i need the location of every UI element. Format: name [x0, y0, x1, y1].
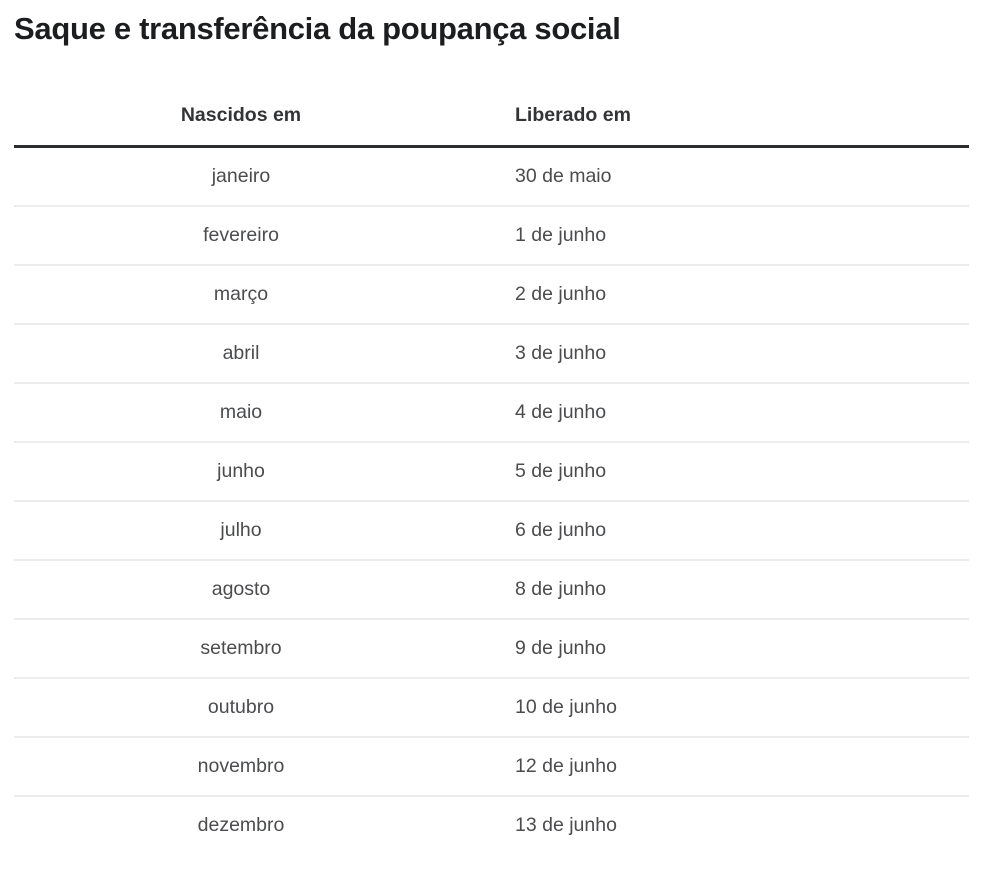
page: { "chart_data": { "type": "table", "titl…: [0, 10, 984, 877]
table-row: junho 5 de junho: [14, 443, 969, 502]
birth-month-cell: dezembro: [197, 813, 285, 836]
release-date-cell: 1 de junho: [468, 207, 969, 266]
page-title: Saque e transferência da poupança social: [14, 11, 621, 46]
birth-month-cell: abril: [14, 325, 468, 384]
table-row: setembro 9 de junho: [14, 620, 969, 679]
table-row: agosto 8 de junho: [14, 561, 969, 620]
release-date-cell: 13 de junho: [515, 813, 617, 836]
release-date-cell: 2 de junho: [468, 266, 969, 325]
column-header-release-date: Liberado em: [468, 49, 969, 148]
birth-month-cell: junho: [14, 443, 468, 502]
table-row: abril 3 de junho: [14, 325, 969, 384]
table-row: março 2 de junho: [14, 266, 969, 325]
birth-month-cell: março: [14, 266, 468, 325]
birth-month-cell: setembro: [14, 620, 468, 679]
release-date-cell: 3 de junho: [468, 325, 969, 384]
schedule-table: Nascidos em Liberado em janeiro 30 de mai…: [14, 49, 969, 854]
table-row: outubro 10 de junho: [14, 679, 969, 738]
birth-month-cell: julho: [14, 502, 468, 561]
table-row: julho 6 de junho: [14, 502, 969, 561]
birth-month-cell: agosto: [14, 561, 468, 620]
birth-month-cell: janeiro: [14, 148, 468, 207]
table-row: dezembro 13 de junho: [14, 797, 969, 854]
release-date-cell: 12 de junho: [468, 738, 969, 797]
release-date-cell: 8 de junho: [468, 561, 969, 620]
release-date-cell: 4 de junho: [468, 384, 969, 443]
column-header-birth-month: Nascidos em: [14, 49, 468, 148]
release-date-cell: 6 de junho: [468, 502, 969, 561]
table-body: janeiro 30 de maio fevereiro 1 de junho març…: [14, 148, 969, 854]
birth-month-cell: novembro: [14, 738, 468, 797]
release-date-cell: 10 de junho: [468, 679, 969, 738]
release-date-cell: 30 de maio: [468, 148, 969, 207]
table-header-row: Nascidos em Liberado em: [14, 49, 969, 148]
table-row: maio 4 de junho: [14, 384, 969, 443]
release-date-cell: 5 de junho: [468, 443, 969, 502]
birth-month-cell: maio: [14, 384, 468, 443]
table-row: fevereiro 1 de junho: [14, 207, 969, 266]
release-date-cell: 9 de junho: [468, 620, 969, 679]
table-row: janeiro 30 de maio: [14, 148, 969, 207]
birth-month-cell: outubro: [14, 679, 468, 738]
birth-month-cell: fevereiro: [14, 207, 468, 266]
table-row: novembro 12 de junho: [14, 738, 969, 797]
